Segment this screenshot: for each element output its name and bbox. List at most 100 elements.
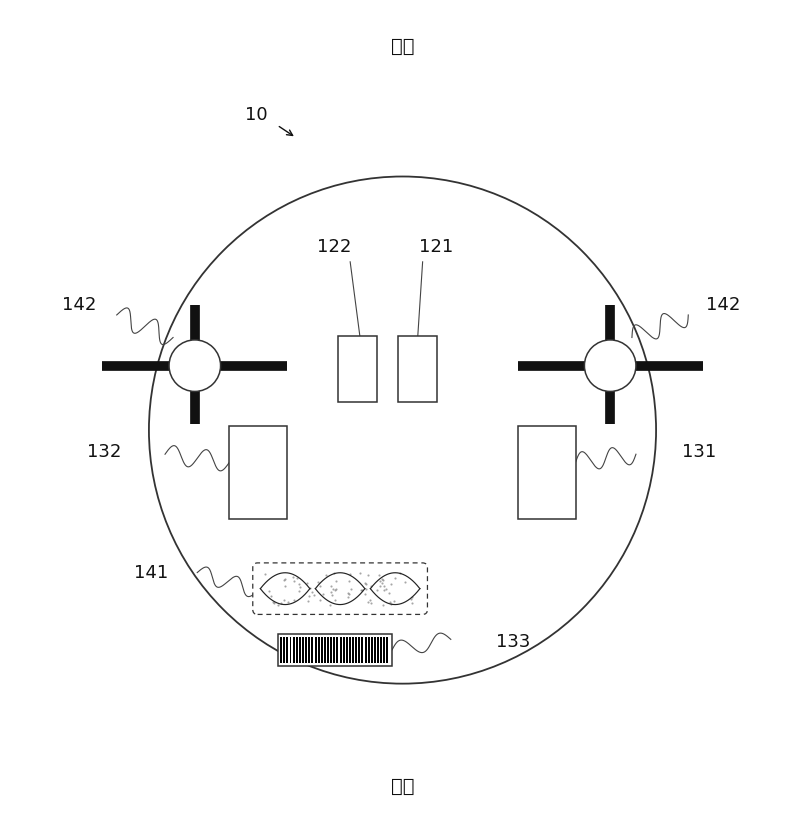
Point [326, 582, 339, 595]
Point [342, 590, 355, 604]
Point [303, 581, 316, 594]
Bar [330, 637, 332, 663]
Text: 131: 131 [682, 443, 716, 461]
Bar [312, 637, 313, 663]
Point [375, 576, 388, 589]
Point [388, 571, 401, 584]
Point [374, 574, 386, 588]
Bar [377, 637, 379, 663]
Point [380, 582, 393, 595]
Bar [324, 637, 326, 663]
Bar [336, 637, 338, 663]
Point [343, 588, 356, 601]
Point [364, 594, 377, 607]
Point [301, 594, 314, 608]
Point [378, 579, 390, 593]
Text: 141: 141 [134, 563, 168, 582]
Circle shape [169, 340, 221, 391]
Bar [346, 637, 348, 663]
Point [365, 579, 378, 592]
Bar [308, 637, 310, 663]
Point [371, 584, 384, 597]
Text: 132: 132 [88, 443, 122, 461]
Point [344, 567, 357, 580]
Bar [380, 637, 382, 663]
Text: 121: 121 [419, 238, 453, 257]
Point [359, 583, 372, 596]
Point [361, 595, 374, 609]
Point [384, 577, 397, 590]
Point [324, 598, 337, 611]
Point [302, 589, 315, 603]
Point [394, 566, 407, 579]
Bar [518, 426, 576, 518]
Bar [349, 637, 351, 663]
Point [329, 583, 342, 596]
Text: 后方: 后方 [390, 777, 415, 796]
Text: 122: 122 [317, 238, 351, 257]
Bar [383, 637, 386, 663]
Point [279, 573, 291, 586]
Bar [290, 637, 291, 663]
Point [258, 568, 271, 581]
Bar [299, 637, 301, 663]
Bar [352, 637, 354, 663]
Point [376, 573, 389, 586]
Point [383, 595, 396, 609]
Point [292, 584, 305, 598]
Text: 前方: 前方 [390, 37, 415, 55]
Bar [338, 336, 377, 402]
Point [354, 583, 367, 596]
Bar [293, 637, 295, 663]
Point [328, 584, 341, 597]
Point [279, 579, 291, 593]
Bar [365, 637, 366, 663]
Bar [305, 637, 308, 663]
Point [377, 573, 390, 586]
Point [405, 590, 418, 604]
Bar [283, 637, 285, 663]
Point [262, 584, 275, 598]
Bar [355, 637, 357, 663]
Point [328, 567, 341, 580]
Point [398, 575, 411, 589]
Point [287, 570, 299, 584]
Bar [371, 637, 373, 663]
Point [324, 579, 337, 593]
Text: 142: 142 [706, 296, 740, 314]
Point [377, 598, 390, 611]
Point [320, 568, 332, 582]
Point [359, 587, 372, 600]
Point [308, 589, 320, 602]
Point [360, 578, 373, 591]
Point [316, 588, 329, 601]
Point [383, 586, 396, 599]
Point [275, 596, 288, 609]
Circle shape [149, 176, 656, 684]
Point [378, 584, 390, 597]
Point [358, 577, 371, 590]
Bar [358, 637, 361, 663]
Point [267, 596, 280, 609]
Point [387, 594, 400, 608]
Bar [398, 336, 437, 402]
Bar [374, 637, 376, 663]
Point [356, 584, 369, 597]
Text: 10: 10 [245, 106, 267, 125]
Point [330, 574, 343, 588]
Bar [315, 637, 316, 663]
Bar [386, 637, 389, 663]
Point [264, 589, 277, 603]
Bar [287, 637, 288, 663]
Bar [229, 426, 287, 518]
Point [314, 579, 327, 593]
Bar [318, 637, 320, 663]
Bar [361, 637, 363, 663]
Point [329, 593, 342, 606]
Point [305, 585, 318, 599]
Bar [295, 637, 298, 663]
Point [277, 594, 290, 607]
Point [278, 573, 291, 587]
Point [384, 598, 397, 611]
Bar [327, 637, 329, 663]
